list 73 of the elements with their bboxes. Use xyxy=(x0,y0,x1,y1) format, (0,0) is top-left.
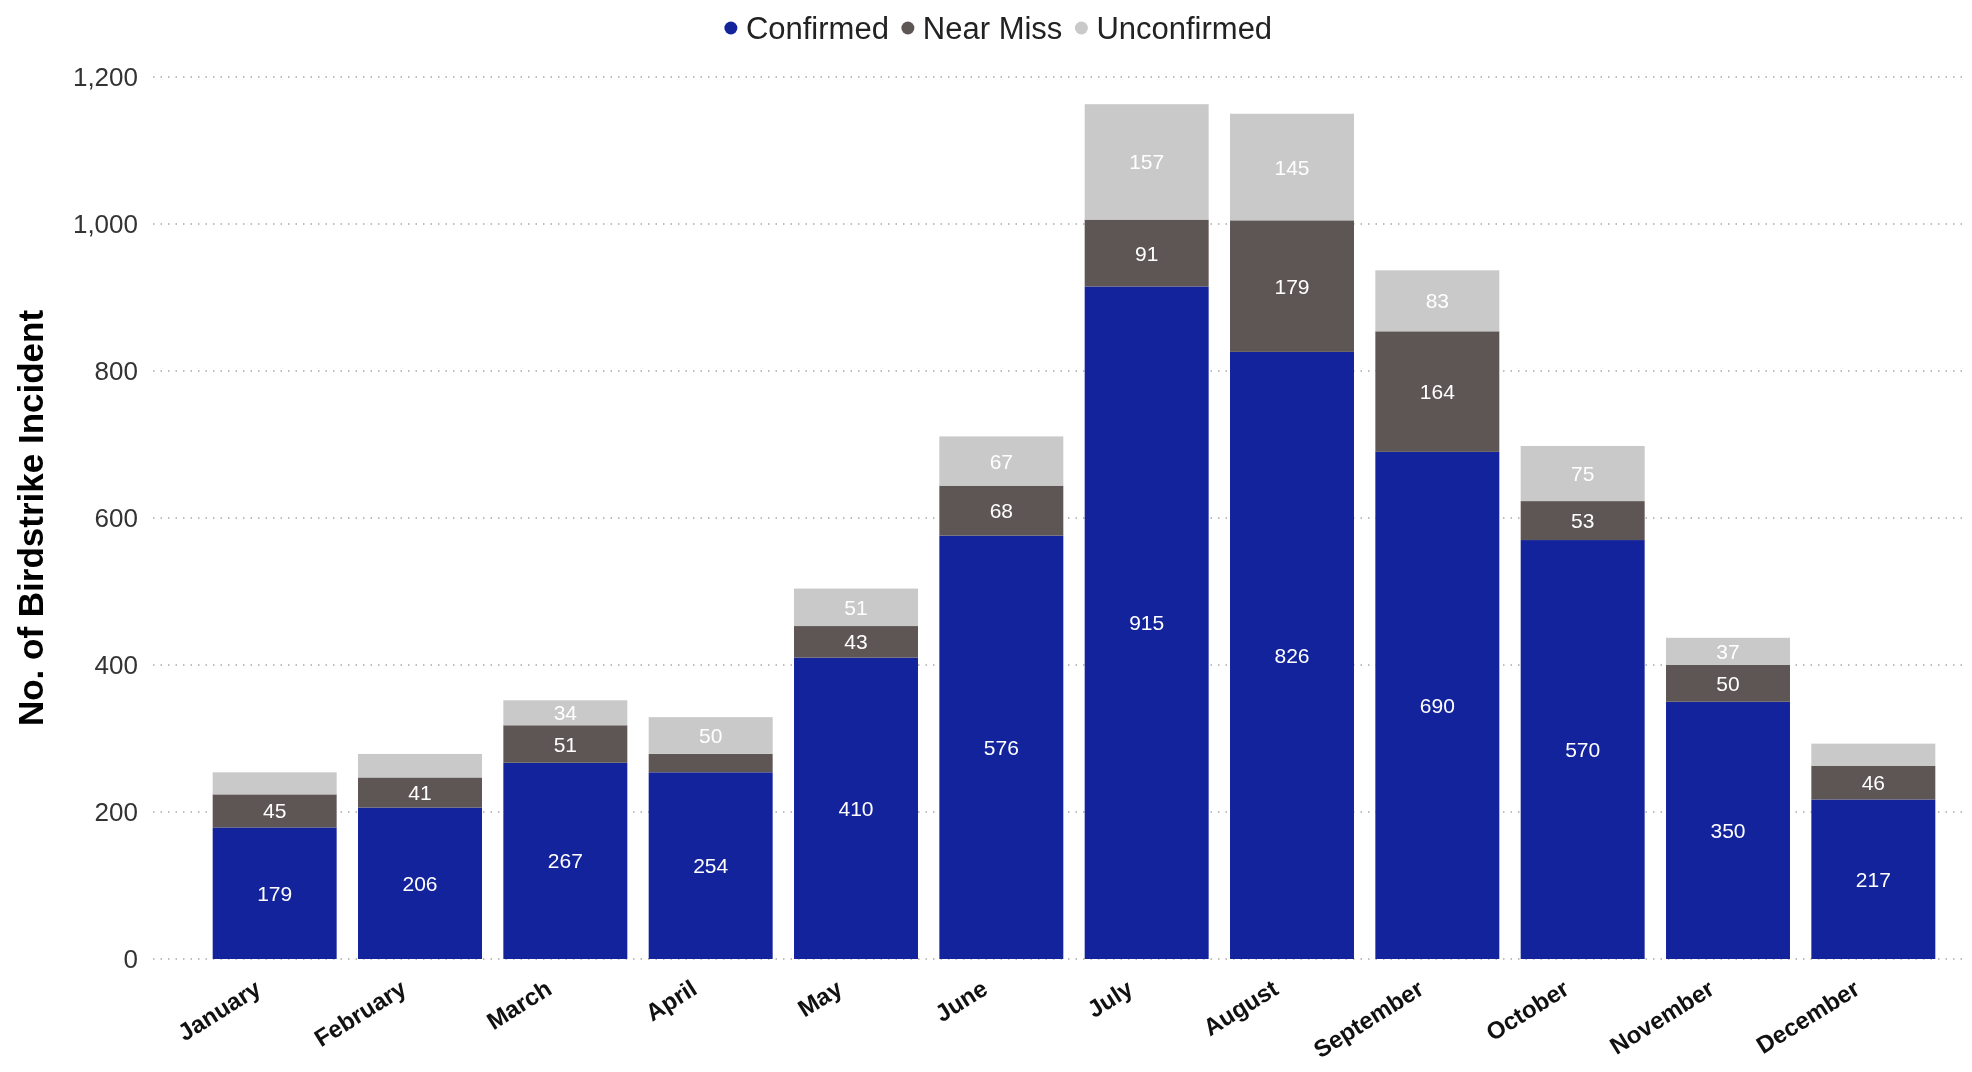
y-tick-label: 600 xyxy=(94,503,138,533)
bar xyxy=(1375,270,1500,332)
data-label: 91 xyxy=(1134,241,1159,265)
legend-label: Near Miss xyxy=(922,10,1063,46)
bar xyxy=(1666,701,1790,959)
data-label: 915 xyxy=(1129,611,1165,635)
bar xyxy=(794,657,918,959)
data-label: 41 xyxy=(408,781,432,805)
bar xyxy=(503,700,628,726)
bar xyxy=(648,753,773,773)
data-label: 576 xyxy=(983,735,1019,759)
y-tick-label: 0 xyxy=(123,944,138,974)
data-label: 826 xyxy=(1274,643,1310,667)
y-axis-title: No. of Birdstrike Incident xyxy=(10,309,50,727)
data-label: 690 xyxy=(1419,693,1455,717)
bar xyxy=(1666,665,1790,702)
bar xyxy=(1375,451,1500,959)
data-label: 179 xyxy=(1274,274,1310,298)
data-label: 254 xyxy=(693,854,729,878)
bar xyxy=(648,772,773,959)
bar xyxy=(1520,501,1645,541)
bar xyxy=(503,725,628,763)
data-label: 50 xyxy=(1716,671,1740,695)
x-tick-label: July xyxy=(1082,974,1138,1023)
bar xyxy=(1811,765,1936,800)
data-label: 217 xyxy=(1855,867,1891,891)
bar xyxy=(1520,445,1645,502)
bar xyxy=(358,807,482,959)
data-label: 570 xyxy=(1565,738,1601,762)
bar xyxy=(648,717,773,754)
data-label: 410 xyxy=(838,796,874,820)
bar xyxy=(939,436,1064,486)
legend-label: Unconfirmed xyxy=(1096,10,1273,46)
bar xyxy=(1084,104,1209,220)
y-tick-label: 1,200 xyxy=(72,62,138,92)
y-tick-label: 1,000 xyxy=(72,209,138,239)
bar xyxy=(1666,637,1790,665)
bar xyxy=(1230,113,1354,221)
y-tick-label: 800 xyxy=(94,356,138,386)
bar xyxy=(1230,351,1354,959)
bar xyxy=(1811,743,1936,766)
bar xyxy=(358,753,482,778)
bar xyxy=(1375,331,1500,452)
bar xyxy=(794,588,918,627)
data-label: 43 xyxy=(844,630,868,654)
data-label: 179 xyxy=(257,881,293,905)
data-label: 53 xyxy=(1570,509,1595,533)
bar xyxy=(939,485,1064,536)
data-label: 206 xyxy=(402,871,438,895)
bar xyxy=(212,772,337,795)
data-label: 164 xyxy=(1419,380,1456,404)
bar xyxy=(1811,799,1936,959)
bar xyxy=(1230,220,1354,352)
y-tick-label: 200 xyxy=(94,797,138,827)
bar xyxy=(1084,219,1209,287)
bar xyxy=(212,827,337,959)
bar xyxy=(939,535,1064,959)
x-tick-label: May xyxy=(792,974,848,1022)
data-label: 46 xyxy=(1861,771,1886,795)
x-tick-label: June xyxy=(930,974,992,1027)
bar xyxy=(212,794,337,828)
y-tick-label: 400 xyxy=(94,650,138,680)
bar xyxy=(358,777,482,808)
bar xyxy=(794,626,918,658)
data-label: 51 xyxy=(553,732,578,756)
bar xyxy=(1520,540,1645,959)
bar xyxy=(1084,286,1209,959)
data-label: 68 xyxy=(989,499,1014,523)
data-label: 45 xyxy=(262,799,287,823)
data-label: 350 xyxy=(1710,818,1746,842)
bar xyxy=(503,762,628,959)
legend-label: Confirmed xyxy=(745,10,889,46)
data-label: 267 xyxy=(547,849,583,873)
